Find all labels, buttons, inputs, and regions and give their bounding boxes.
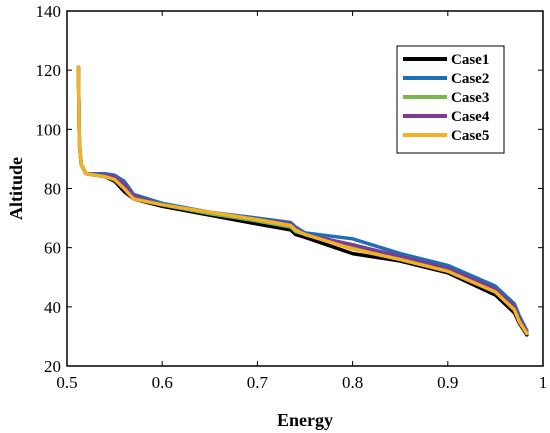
y-tick-label: 100: [36, 120, 62, 139]
x-tick-label: 1: [539, 373, 548, 392]
legend-label-case1: Case1: [451, 52, 489, 68]
y-axis-title: Altitude: [6, 157, 26, 220]
y-tick-label: 80: [44, 180, 61, 199]
x-axis-title: Energy: [277, 410, 333, 430]
x-tick-label: 0.5: [56, 373, 77, 392]
x-tick-label: 0.7: [247, 373, 269, 392]
y-tick-label: 60: [44, 239, 61, 258]
legend-label-case2: Case2: [451, 71, 489, 87]
x-tick-label: 0.8: [342, 373, 363, 392]
x-tick-label: 0.6: [152, 373, 173, 392]
legend-label-case3: Case3: [451, 90, 489, 106]
legend-label-case4: Case4: [451, 109, 490, 125]
legend: Case1 Case2 Case3 Case4 Case5: [396, 45, 505, 154]
y-tick-label: 120: [36, 61, 62, 80]
x-tick-label: 0.9: [437, 373, 458, 392]
legend-label-case5: Case5: [451, 128, 489, 144]
plot-frame: [66, 10, 544, 367]
series-line-case5: [76, 65, 529, 336]
y-tick-label: 20: [44, 357, 61, 376]
y-tick-label: 40: [44, 298, 61, 317]
series-layer: [76, 65, 529, 337]
y-tick-label: 140: [36, 2, 62, 21]
